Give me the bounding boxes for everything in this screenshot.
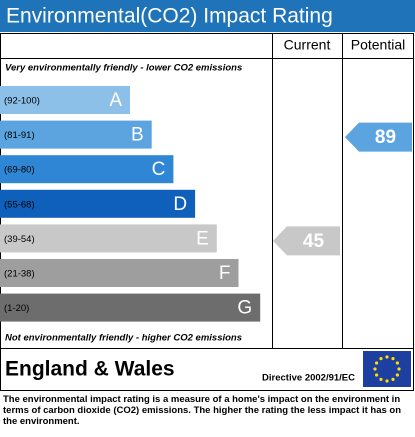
band-bar — [0, 120, 152, 149]
star — [385, 379, 389, 383]
potential-header: Potential — [351, 37, 405, 53]
star — [373, 367, 377, 371]
star — [375, 361, 379, 365]
band-range: (39-54) — [4, 234, 35, 245]
band-bar — [0, 293, 261, 322]
star — [391, 377, 395, 381]
band-range: (81-91) — [4, 130, 35, 141]
band-range: (55-68) — [4, 199, 35, 210]
title-bar — [0, 0, 415, 32]
eu-flag — [363, 351, 411, 387]
top-note: Very environmentally friendly - lower CO… — [5, 63, 242, 74]
star — [379, 357, 383, 361]
band-letter: G — [237, 298, 252, 319]
star — [395, 361, 399, 365]
band-range: (21-38) — [4, 269, 35, 280]
band-letter: D — [173, 194, 187, 215]
band-letter: E — [196, 228, 209, 249]
band-letter: F — [219, 263, 231, 284]
band-bar — [0, 86, 130, 114]
band-range: (92-100) — [4, 96, 40, 107]
rating-arrow — [273, 226, 340, 256]
bottom-note: Not environmentally friendly - higher CO… — [5, 333, 242, 344]
star — [385, 355, 389, 359]
band-letter: C — [152, 159, 166, 180]
rating-value: 89 — [375, 127, 396, 148]
rating-value: 45 — [303, 231, 325, 252]
star — [397, 367, 401, 371]
rating-arrow — [345, 122, 412, 152]
band-range: (69-80) — [4, 165, 35, 176]
star — [395, 373, 399, 377]
band-bar — [0, 189, 196, 218]
title: Environmental(CO2) Impact Rating — [6, 5, 333, 28]
star — [391, 357, 395, 361]
footer: The environmental impact rating is a mea… — [3, 394, 402, 427]
star — [375, 373, 379, 377]
directive: Directive 2002/91/EC — [262, 373, 355, 384]
band-bar — [0, 155, 174, 184]
region: England & Wales — [5, 358, 175, 381]
current-header: Current — [284, 37, 331, 53]
band-letter: A — [109, 90, 122, 111]
band-bar — [0, 224, 217, 253]
band-bar — [0, 259, 239, 287]
band-range: (1-20) — [4, 303, 29, 314]
star — [379, 377, 383, 381]
band-letter: B — [131, 125, 144, 146]
